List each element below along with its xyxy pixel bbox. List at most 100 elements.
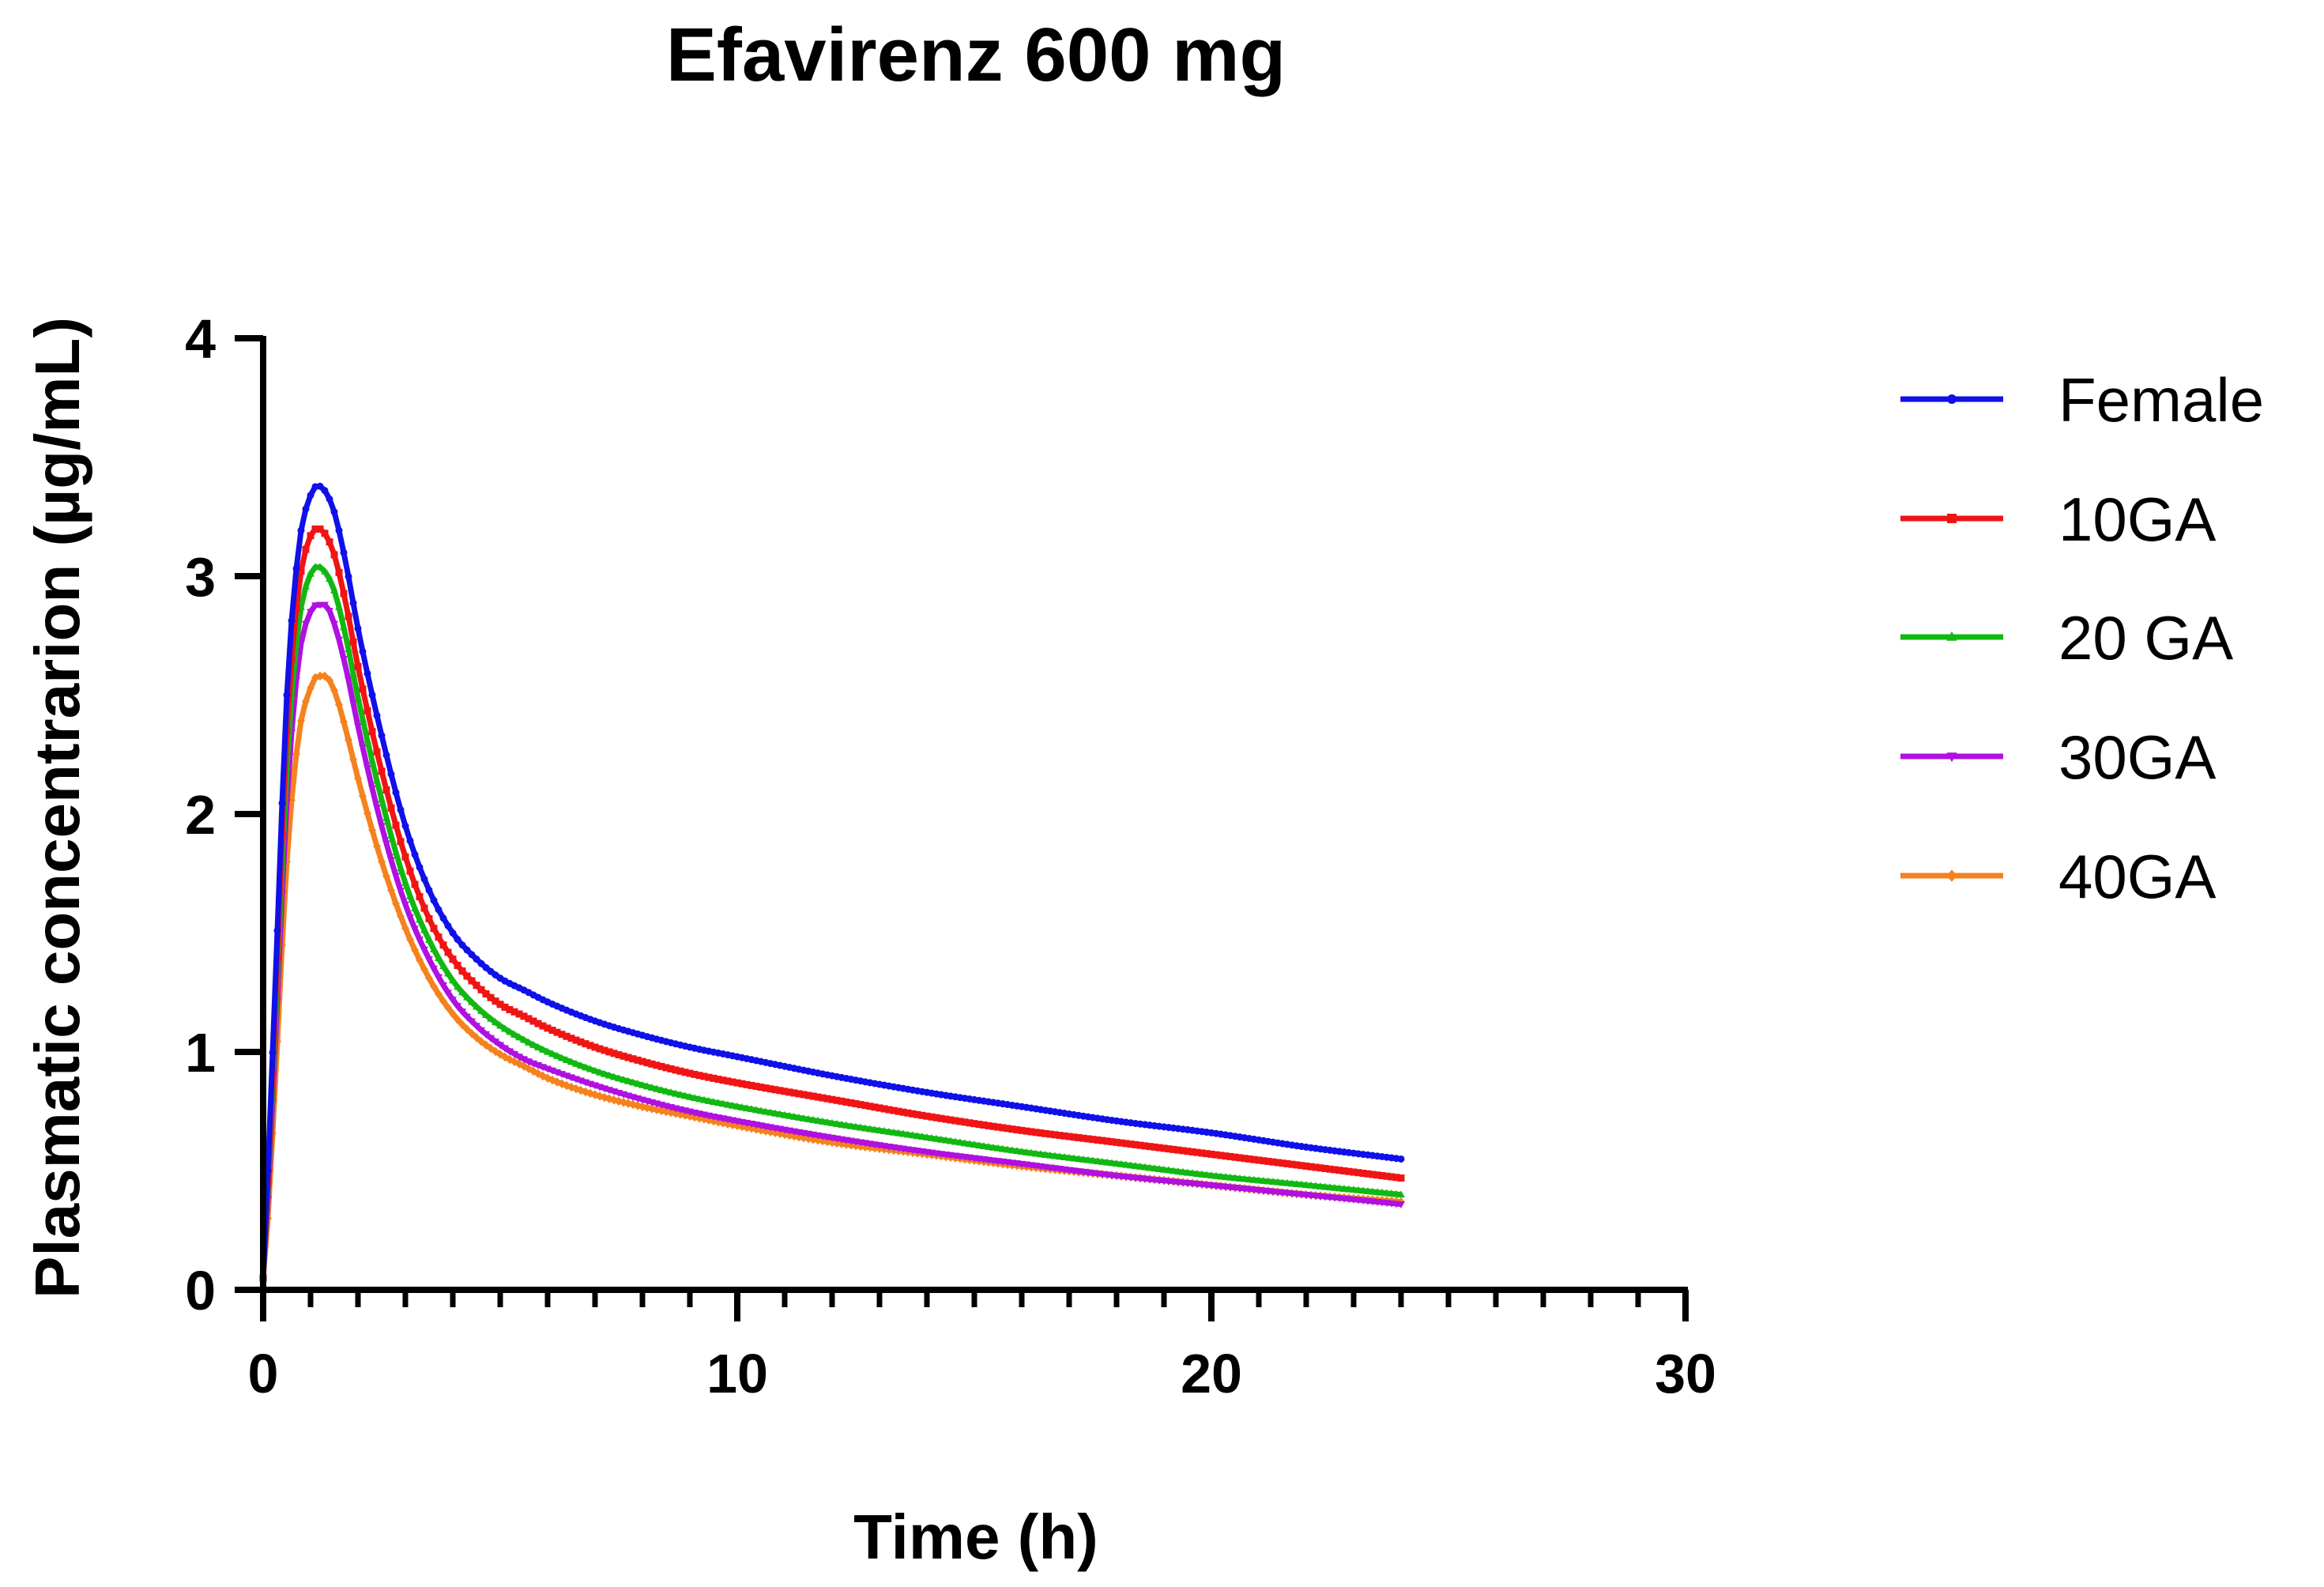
- data-point: [482, 1040, 490, 1050]
- data-point: [492, 1039, 499, 1046]
- data-point: [1070, 1133, 1078, 1141]
- data-point: [439, 996, 447, 1006]
- data-point: [577, 1038, 585, 1046]
- data-point: [368, 785, 376, 793]
- data-point: [852, 1100, 860, 1108]
- data-point: [966, 1140, 974, 1148]
- data-point: [1013, 1125, 1021, 1133]
- data-point: [1326, 1165, 1334, 1173]
- data-point: [1354, 1169, 1362, 1177]
- data-point: [1274, 1159, 1282, 1167]
- data-point: [1279, 1159, 1286, 1167]
- data-point: [496, 1001, 504, 1008]
- data-point: [648, 1060, 656, 1068]
- data-point: [714, 1076, 722, 1084]
- data-point: [700, 1095, 708, 1103]
- data-point: [1269, 1158, 1277, 1166]
- data-point: [454, 1003, 461, 1011]
- data-point: [942, 1136, 950, 1144]
- data-point: [397, 806, 405, 814]
- data-point: [932, 1134, 940, 1142]
- data-point: [885, 1127, 893, 1135]
- data-point: [477, 1006, 485, 1014]
- data-point: [1217, 1152, 1225, 1159]
- data-point: [591, 1043, 599, 1051]
- data-point: [890, 1128, 898, 1136]
- data-point: [876, 1126, 883, 1134]
- data-point: [1236, 1154, 1244, 1162]
- data-point: [1008, 1125, 1016, 1133]
- data-point: [297, 715, 305, 726]
- data-point: [823, 1095, 831, 1103]
- data-point: [359, 685, 367, 693]
- data-point: [1094, 1157, 1102, 1165]
- data-point: [1008, 1146, 1016, 1154]
- data-point: [439, 914, 447, 922]
- data-point: [767, 1085, 774, 1093]
- data-point: [634, 1056, 642, 1064]
- data-point: [757, 1106, 765, 1114]
- data-point: [577, 1061, 585, 1069]
- data-point: [1207, 1171, 1215, 1179]
- data-point: [1094, 1136, 1102, 1144]
- data-point: [724, 1119, 732, 1129]
- data-point: [330, 685, 338, 695]
- data-point: [444, 990, 452, 997]
- data-point: [1084, 1135, 1092, 1143]
- data-point: [529, 1060, 537, 1068]
- data-point: [487, 1014, 495, 1022]
- data-point: [857, 1101, 864, 1109]
- data-point: [1108, 1138, 1116, 1146]
- series-40ga: [259, 671, 1405, 1283]
- data-point: [980, 1142, 988, 1150]
- data-point: [330, 508, 338, 516]
- y-tick-label: 0: [185, 1260, 216, 1321]
- data-point: [463, 946, 471, 954]
- data-point: [501, 1052, 509, 1062]
- data-point: [1174, 1146, 1182, 1154]
- legend: Female 10GA 20 GA 30GA 40GA: [1900, 365, 2264, 911]
- data-point: [473, 956, 480, 963]
- data-point: [1302, 1181, 1310, 1189]
- data-point: [672, 1089, 680, 1097]
- data-point: [387, 771, 395, 778]
- data-point: [534, 1042, 542, 1050]
- data-point: [937, 1135, 945, 1143]
- data-point: [349, 638, 357, 646]
- data-point: [340, 590, 348, 597]
- data-point: [1160, 1165, 1168, 1173]
- data-point: [610, 1050, 618, 1057]
- data-point: [989, 1143, 997, 1151]
- data-point: [435, 906, 443, 914]
- data-point: [321, 567, 329, 575]
- data-point: [1245, 1175, 1253, 1183]
- data-point: [719, 1118, 727, 1128]
- data-point: [292, 605, 300, 613]
- legend-item: 30GA: [1900, 722, 2216, 792]
- data-point: [847, 1099, 855, 1106]
- data-point: [1179, 1147, 1187, 1155]
- data-point: [785, 1130, 793, 1140]
- data-point: [1345, 1185, 1353, 1193]
- data-point: [387, 885, 395, 895]
- data-point: [292, 564, 300, 572]
- data-point: [705, 1073, 713, 1081]
- legend-label: Female: [2058, 365, 2264, 435]
- data-point: [629, 1078, 637, 1086]
- data-point: [951, 1137, 959, 1145]
- data-point: [795, 1090, 803, 1098]
- data-point: [302, 582, 310, 590]
- data-point: [842, 1098, 850, 1106]
- data-point: [586, 1088, 594, 1099]
- data-point: [458, 988, 466, 996]
- legend-label: 30GA: [2058, 722, 2216, 792]
- data-point: [738, 1103, 746, 1110]
- data-point: [733, 1079, 741, 1087]
- data-point: [1103, 1137, 1111, 1145]
- data-point: [918, 1111, 926, 1119]
- data-point: [345, 572, 352, 580]
- data-point: [1051, 1131, 1059, 1139]
- data-point: [477, 959, 485, 967]
- data-point: [1117, 1159, 1125, 1167]
- data-point: [501, 1045, 509, 1053]
